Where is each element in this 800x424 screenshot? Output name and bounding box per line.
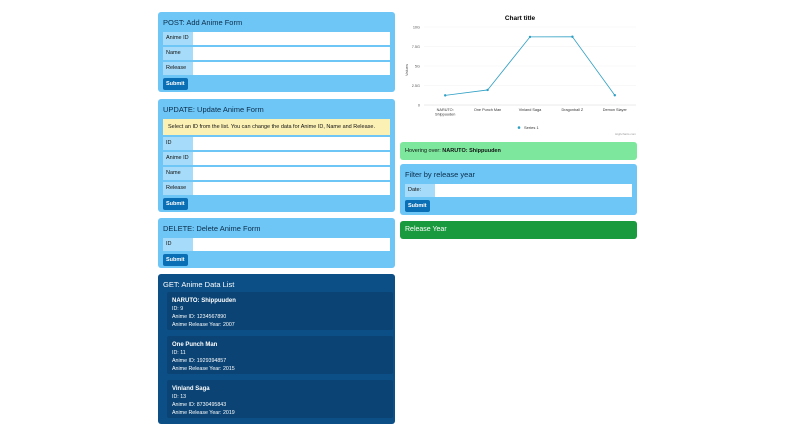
release-year-title: Release Year <box>405 226 447 233</box>
anime-name: One Punch Man <box>172 342 218 348</box>
post-name-input[interactable] <box>193 47 390 60</box>
y-axis-label: Values <box>404 64 409 76</box>
anime-name: Vinland Saga <box>172 386 210 392</box>
release-label: Release <box>163 182 193 195</box>
anime-name: NARUTO: Shippuuden <box>172 298 236 304</box>
anime-code: Anime ID: 8730495843 <box>172 402 227 408</box>
update-note: Select an ID from the list. You can chan… <box>163 119 390 135</box>
hover-status: Hovering over: NARUTO: Shippuuden <box>400 142 637 160</box>
post-title: POST: Add Anime Form <box>163 18 243 27</box>
delete-form: DELETE: Delete Anime Form ID Submit <box>158 218 395 268</box>
anime-chart: Chart title Values 0 2.5G 5G 7.5G 10G NARUTO:… <box>400 10 640 140</box>
legend-marker <box>517 126 521 129</box>
y-tick-label: 2.5G <box>412 84 420 88</box>
release-year-panel: Release Year <box>400 221 637 239</box>
hover-value: NARUTO: Shippuuden <box>442 148 501 154</box>
data-point[interactable] <box>571 35 574 38</box>
name-label: Name <box>163 167 193 180</box>
post-anime-id-input[interactable] <box>193 32 390 45</box>
y-tick-label: 10G <box>413 25 420 29</box>
x-tick-label: Vinland Saga <box>519 108 542 112</box>
hover-prefix: Hovering over: <box>405 148 443 154</box>
list-item[interactable]: One Punch Man ID: 11 Anime ID: 1929394857 A… <box>167 336 393 374</box>
anime-year: Anime Release Year: 2007 <box>172 322 235 328</box>
update-name-input[interactable] <box>193 167 390 180</box>
update-form: UPDATE: Update Anime Form Select an ID f… <box>158 99 395 212</box>
delete-submit-button[interactable]: Submit <box>163 254 188 266</box>
y-tick-label: 0 <box>418 103 420 107</box>
update-submit-button[interactable]: Submit <box>163 198 188 210</box>
legend-series-1[interactable]: Series 1 <box>524 125 539 130</box>
anime-data-list: GET: Anime Data List NARUTO: Shippuuden I… <box>158 274 395 424</box>
filter-title: Filter by release year <box>405 170 476 179</box>
post-submit-button[interactable]: Submit <box>163 78 188 90</box>
date-label: Date: <box>405 184 435 197</box>
x-tick-label: Dragonball Z <box>562 108 584 112</box>
data-point[interactable] <box>486 88 489 92</box>
delete-id-input[interactable] <box>193 238 390 251</box>
anime-code: Anime ID: 1929394857 <box>172 358 227 364</box>
name-label: Name <box>163 47 193 60</box>
post-release-input[interactable] <box>193 62 390 75</box>
filter-submit-button[interactable]: Submit <box>405 200 430 212</box>
x-tick-label: NARUTO: <box>437 108 454 112</box>
anime-year: Anime Release Year: 2019 <box>172 410 235 416</box>
list-item[interactable]: Vinland Saga ID: 13 Anime ID: 8730495843 An… <box>167 380 393 418</box>
update-anime-id-input[interactable] <box>193 152 390 165</box>
list-item[interactable]: NARUTO: Shippuuden ID: 9 Anime ID: 1234567… <box>167 292 393 330</box>
anime-id: ID: 13 <box>172 394 187 400</box>
get-title: GET: Anime Data List <box>163 280 235 289</box>
update-id-input[interactable] <box>193 137 390 150</box>
id-label: ID <box>163 137 193 150</box>
delete-title: DELETE: Delete Anime Form <box>163 224 261 233</box>
chart-title: Chart title <box>505 15 536 22</box>
id-label: ID <box>163 238 193 251</box>
anime-id: ID: 9 <box>172 306 184 312</box>
y-tick-label: 7.5G <box>412 45 420 49</box>
data-point[interactable] <box>613 94 616 97</box>
data-point[interactable] <box>528 35 532 39</box>
chart-credit: Highcharts.com <box>615 132 636 136</box>
x-tick-label: Demon Slayer <box>603 108 628 112</box>
post-form: POST: Add Anime Form Anime ID Name Relea… <box>158 12 395 92</box>
anime-year: Anime Release Year: 2015 <box>172 366 235 372</box>
anime-code: Anime ID: 1234567890 <box>172 314 227 320</box>
x-tick-label: Shippuuden <box>435 113 455 117</box>
anime-id: ID: 11 <box>172 350 186 356</box>
update-title: UPDATE: Update Anime Form <box>163 105 264 114</box>
anime-id-label: Anime ID <box>163 32 193 45</box>
x-tick-label: One Punch Man <box>474 108 501 112</box>
anime-id-label: Anime ID <box>163 152 193 165</box>
release-label: Release <box>163 62 193 75</box>
date-input[interactable] <box>435 184 632 197</box>
y-tick-label: 5G <box>415 64 420 68</box>
data-point[interactable] <box>444 94 447 97</box>
update-release-input[interactable] <box>193 182 390 195</box>
filter-form: Filter by release year Date: Submit <box>400 164 637 215</box>
